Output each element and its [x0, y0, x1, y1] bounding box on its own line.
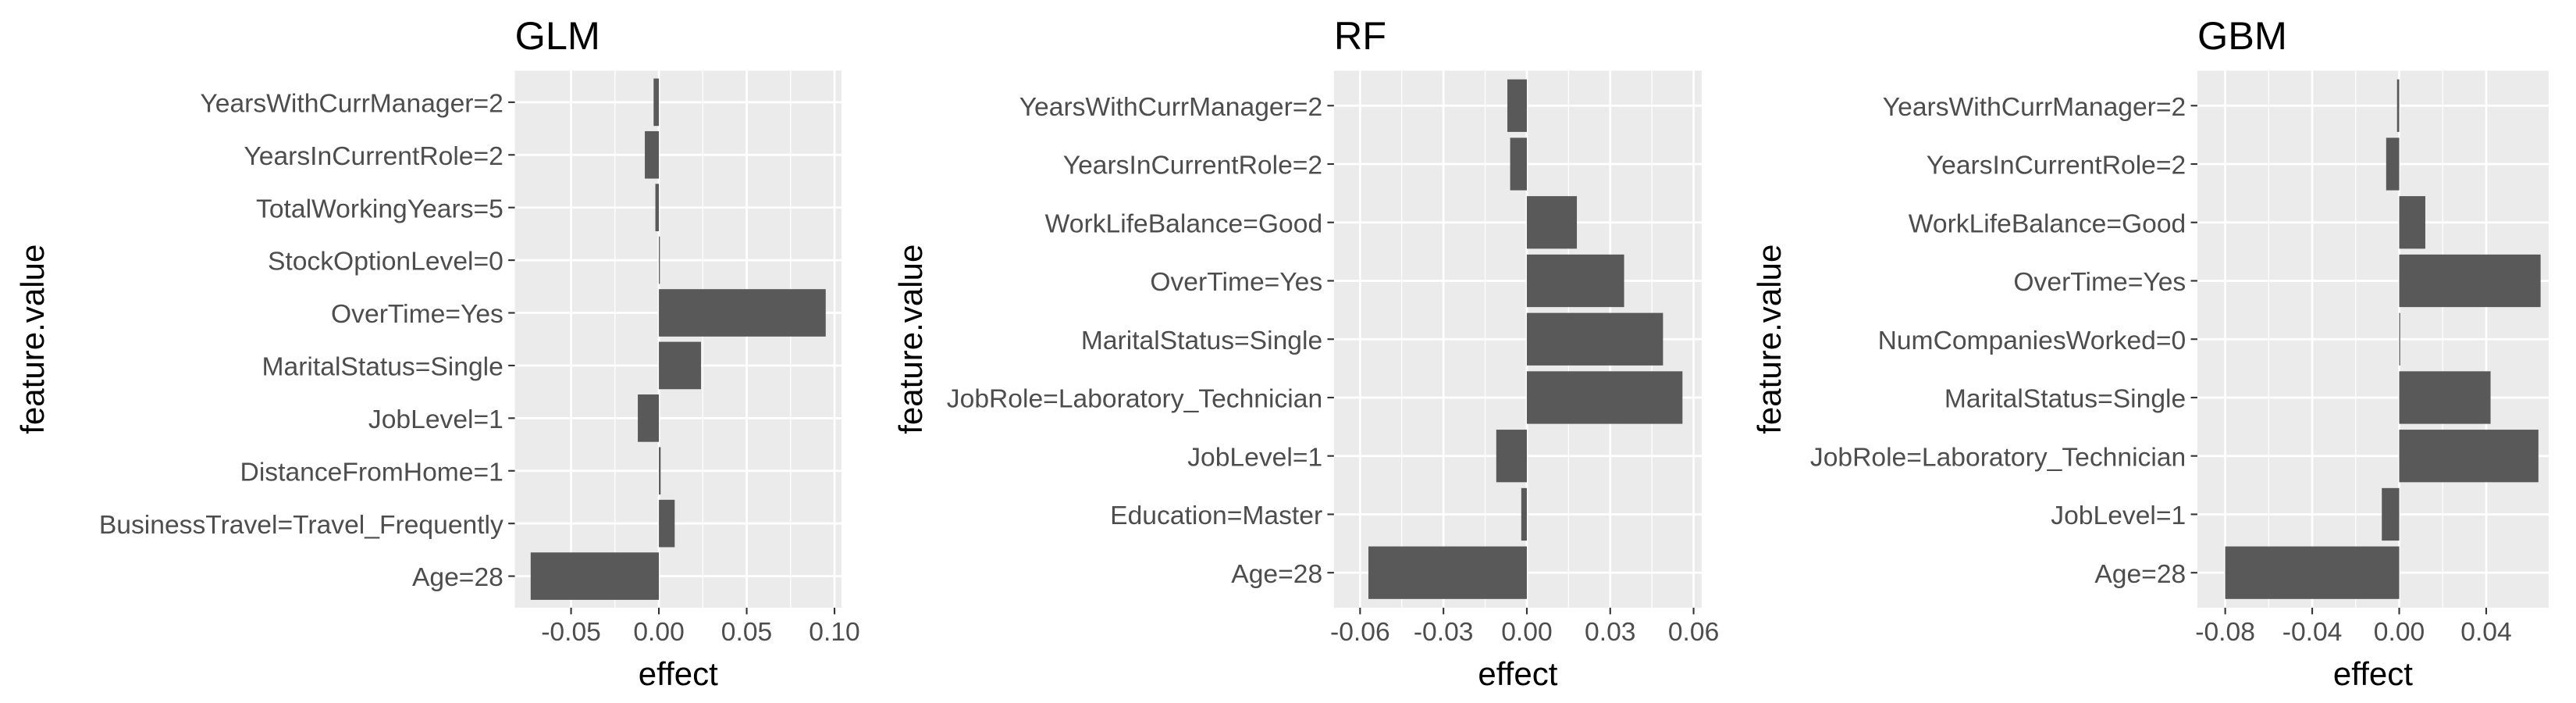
panel: -0.08 -0.04 0.00 0.04 YearsWithCurrManager=2… — [1751, 13, 2549, 692]
bar — [2225, 546, 2400, 599]
y-tick-label: JobLevel=1 — [368, 405, 503, 434]
y-tick-label: Age=28 — [412, 563, 503, 592]
y-tick-label: Age=28 — [1231, 560, 1322, 589]
bar — [1521, 487, 1527, 541]
bar — [2399, 430, 2539, 483]
y-axis-title: feature.value — [892, 244, 929, 434]
x-tick-label: -0.05 — [541, 618, 601, 647]
bar — [659, 447, 661, 495]
chart-title: GLM — [515, 13, 600, 58]
x-tick-label: 0.00 — [2374, 618, 2425, 647]
bar — [1526, 254, 1624, 308]
bar — [638, 394, 660, 442]
y-tick-label: OverTime=Yes — [2013, 268, 2186, 297]
y-tick-label: Age=28 — [2094, 560, 2186, 589]
y-tick-label: WorkLifeBalance=Good — [1909, 209, 2186, 238]
y-tick-label: YearsInCurrentRole=2 — [1063, 152, 1322, 180]
x-axis-title: effect — [1478, 655, 1557, 692]
x-axis-title: effect — [639, 655, 718, 692]
bar — [645, 130, 660, 179]
y-tick-label: YearsInCurrentRole=2 — [244, 142, 503, 171]
y-tick-label: StockOptionLevel=0 — [268, 248, 503, 277]
x-tick-label: -0.06 — [1330, 618, 1390, 647]
x-tick-label: 0.05 — [721, 618, 772, 647]
x-tick-label: -0.03 — [1414, 618, 1474, 647]
bar — [655, 184, 660, 232]
y-tick-label: JobLevel=1 — [1187, 443, 1322, 472]
y-tick-label: JobRole=Laboratory_Technician — [1810, 443, 2186, 472]
x-tick-label: 0.00 — [633, 618, 684, 647]
y-tick-label: DistanceFromHome=1 — [240, 458, 503, 487]
y-tick-label: OverTime=Yes — [1150, 268, 1322, 297]
x-tick-label: 0.10 — [809, 618, 859, 647]
bar — [659, 236, 660, 284]
y-tick-label: YearsWithCurrManager=2 — [1019, 93, 1322, 122]
y-tick-label: MaritalStatus=Single — [1081, 327, 1322, 355]
y-tick-label: BusinessTravel=Travel_Frequently — [99, 511, 503, 540]
x-tick-label: -0.04 — [2282, 618, 2343, 647]
chart-title: RF — [1334, 13, 1386, 58]
y-tick-label: Education=Master — [1110, 501, 1322, 530]
plot-background — [514, 70, 842, 608]
bar — [2399, 371, 2491, 424]
x-axis-title: effect — [2333, 655, 2413, 692]
y-tick-label: YearsWithCurrManager=2 — [200, 89, 503, 118]
bar — [2386, 137, 2400, 191]
bar — [1368, 546, 1527, 599]
x-tick-label: 0.00 — [1501, 618, 1552, 647]
y-axis-title: feature.value — [1751, 244, 1788, 434]
chart-title: GBM — [2197, 13, 2287, 58]
y-axis-title: feature.value — [14, 244, 51, 434]
bar — [1510, 137, 1527, 191]
bar — [659, 499, 675, 548]
bar — [2382, 487, 2400, 541]
bar — [1507, 79, 1527, 132]
y-tick-label: TotalWorkingYears=5 — [256, 194, 503, 223]
bar — [1526, 371, 1683, 424]
y-tick-label: MaritalStatus=Single — [262, 353, 503, 382]
x-tick-label: 0.04 — [2460, 618, 2511, 647]
bar — [659, 341, 702, 390]
y-tick-label: NumCompaniesWorked=0 — [1878, 327, 2186, 355]
bar — [659, 289, 826, 337]
bar — [1496, 430, 1527, 483]
bar — [2396, 79, 2400, 132]
y-tick-label: JobLevel=1 — [2051, 501, 2186, 530]
panel: -0.06 -0.03 0.00 0.03 0.06 YearsWithCurrManag… — [892, 13, 1719, 692]
bar — [530, 552, 660, 600]
y-tick-label: YearsInCurrentRole=2 — [1927, 152, 2186, 180]
y-tick-label: WorkLifeBalance=Good — [1045, 209, 1322, 238]
x-tick-label: -0.08 — [2195, 618, 2255, 647]
bar — [2399, 196, 2425, 249]
y-tick-label: JobRole=Laboratory_Technician — [947, 385, 1322, 414]
bar — [1526, 196, 1578, 249]
panel: -0.05 0.00 0.05 0.10 YearsWithCurrManager=2 Y… — [14, 13, 860, 692]
y-tick-label: YearsWithCurrManager=2 — [1883, 93, 2186, 122]
y-tick-label: MaritalStatus=Single — [1944, 385, 2186, 414]
bar — [653, 78, 660, 127]
bar — [2399, 254, 2541, 308]
bar — [1526, 312, 1663, 366]
y-tick-label: OverTime=Yes — [331, 300, 503, 329]
x-tick-label: 0.03 — [1585, 618, 1635, 647]
x-tick-label: 0.06 — [1668, 618, 1719, 647]
